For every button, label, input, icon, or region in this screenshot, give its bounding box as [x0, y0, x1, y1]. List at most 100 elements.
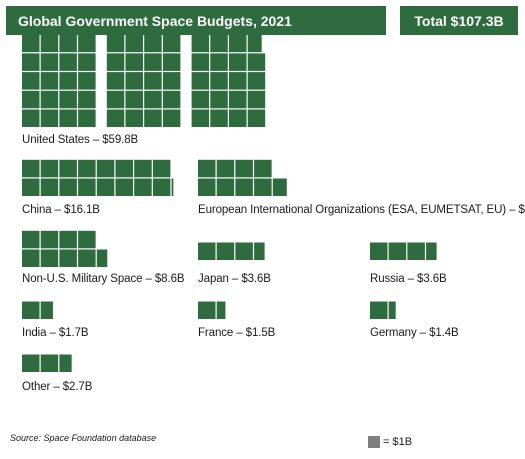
chart-title: Global Government Space Budgets, 2021: [6, 6, 386, 35]
square-united-states: [144, 72, 162, 90]
square-china: [115, 178, 133, 196]
square-united-states: [40, 53, 59, 71]
source-note: Source: Space Foundation database: [10, 433, 157, 443]
square-united-states: [144, 109, 162, 127]
square-united-states: [59, 109, 77, 127]
square-united-states: [247, 109, 266, 127]
square-united-states: [59, 72, 77, 90]
square-european-organizations: [235, 178, 253, 196]
square-united-states: [106, 34, 125, 53]
square-united-states: [210, 90, 228, 109]
square-united-states: [191, 109, 210, 127]
square-european-organizations: [198, 159, 216, 178]
square-united-states: [22, 72, 40, 90]
square-united-states: [40, 34, 59, 53]
square-non-us-military: [40, 249, 59, 267]
label-non-us-military: Non-U.S. Military Space – $8.6B: [22, 273, 185, 285]
square-russia: [370, 242, 388, 260]
square-china: [40, 178, 59, 196]
label-germany: Germany – $1.4B: [370, 327, 459, 339]
square-non-us-military: [78, 249, 96, 267]
square-non-us-military: [59, 249, 77, 267]
square-united-states: [162, 72, 181, 90]
square-non-us-military: [78, 230, 96, 249]
square-japan: [198, 242, 216, 260]
square-france: [216, 301, 226, 319]
square-united-states: [125, 53, 143, 71]
legend: = $1B: [368, 436, 412, 448]
square-non-us-military: [22, 230, 40, 249]
square-united-states: [40, 109, 59, 127]
square-japan: [254, 242, 265, 260]
square-china: [59, 178, 77, 196]
square-united-states: [162, 90, 181, 109]
square-united-states: [106, 53, 125, 71]
square-united-states: [162, 53, 181, 71]
square-japan: [216, 242, 235, 260]
square-united-states: [22, 90, 40, 109]
square-china: [152, 178, 171, 196]
legend-square-icon: [368, 436, 380, 448]
square-united-states: [106, 72, 125, 90]
square-european-organizations: [216, 178, 235, 196]
square-united-states: [22, 53, 40, 71]
square-united-states: [40, 90, 59, 109]
square-united-states: [229, 53, 247, 71]
square-united-states: [229, 72, 247, 90]
square-china: [134, 159, 152, 178]
square-united-states: [125, 109, 143, 127]
square-united-states: [191, 72, 210, 90]
square-china: [115, 159, 133, 178]
square-russia: [407, 242, 425, 260]
square-non-us-military: [96, 249, 108, 267]
square-china: [152, 159, 171, 178]
square-united-states: [247, 53, 266, 71]
square-united-states: [106, 109, 125, 127]
label-russia: Russia – $3.6B: [370, 273, 447, 285]
square-other: [40, 354, 59, 372]
square-european-organizations: [235, 159, 253, 178]
label-european-organizations: European International Organizations (ES…: [198, 204, 525, 216]
square-china: [171, 178, 174, 196]
square-non-us-military: [40, 230, 59, 249]
square-united-states: [144, 53, 162, 71]
label-other: Other – $2.7B: [22, 381, 93, 393]
square-united-states: [247, 90, 266, 109]
square-russia: [426, 242, 437, 260]
square-united-states: [78, 72, 96, 90]
square-non-us-military: [22, 249, 40, 267]
square-united-states: [210, 72, 228, 90]
square-china: [22, 178, 40, 196]
square-united-states: [59, 34, 77, 53]
square-united-states: [247, 34, 262, 53]
square-united-states: [247, 72, 266, 90]
square-european-organizations: [254, 178, 272, 196]
square-china: [59, 159, 77, 178]
square-united-states: [78, 34, 96, 53]
square-united-states: [210, 34, 228, 53]
square-united-states: [191, 90, 210, 109]
square-united-states: [229, 109, 247, 127]
square-united-states: [59, 90, 77, 109]
square-china: [78, 178, 96, 196]
square-united-states: [125, 72, 143, 90]
label-france: France – $1.5B: [198, 327, 276, 339]
square-united-states: [210, 109, 228, 127]
square-european-organizations: [198, 178, 216, 196]
square-european-organizations: [216, 159, 235, 178]
square-united-states: [210, 53, 228, 71]
square-china: [134, 178, 152, 196]
label-china: China – $16.1B: [22, 204, 100, 216]
square-united-states: [144, 90, 162, 109]
square-china: [40, 159, 59, 178]
label-united-states: United States – $59.8B: [22, 134, 139, 146]
square-united-states: [125, 90, 143, 109]
square-united-states: [40, 72, 59, 90]
square-united-states: [191, 34, 210, 53]
square-france: [198, 301, 216, 319]
square-germany: [388, 301, 396, 319]
square-united-states: [229, 34, 247, 53]
square-japan: [235, 242, 253, 260]
square-india: [40, 301, 53, 319]
